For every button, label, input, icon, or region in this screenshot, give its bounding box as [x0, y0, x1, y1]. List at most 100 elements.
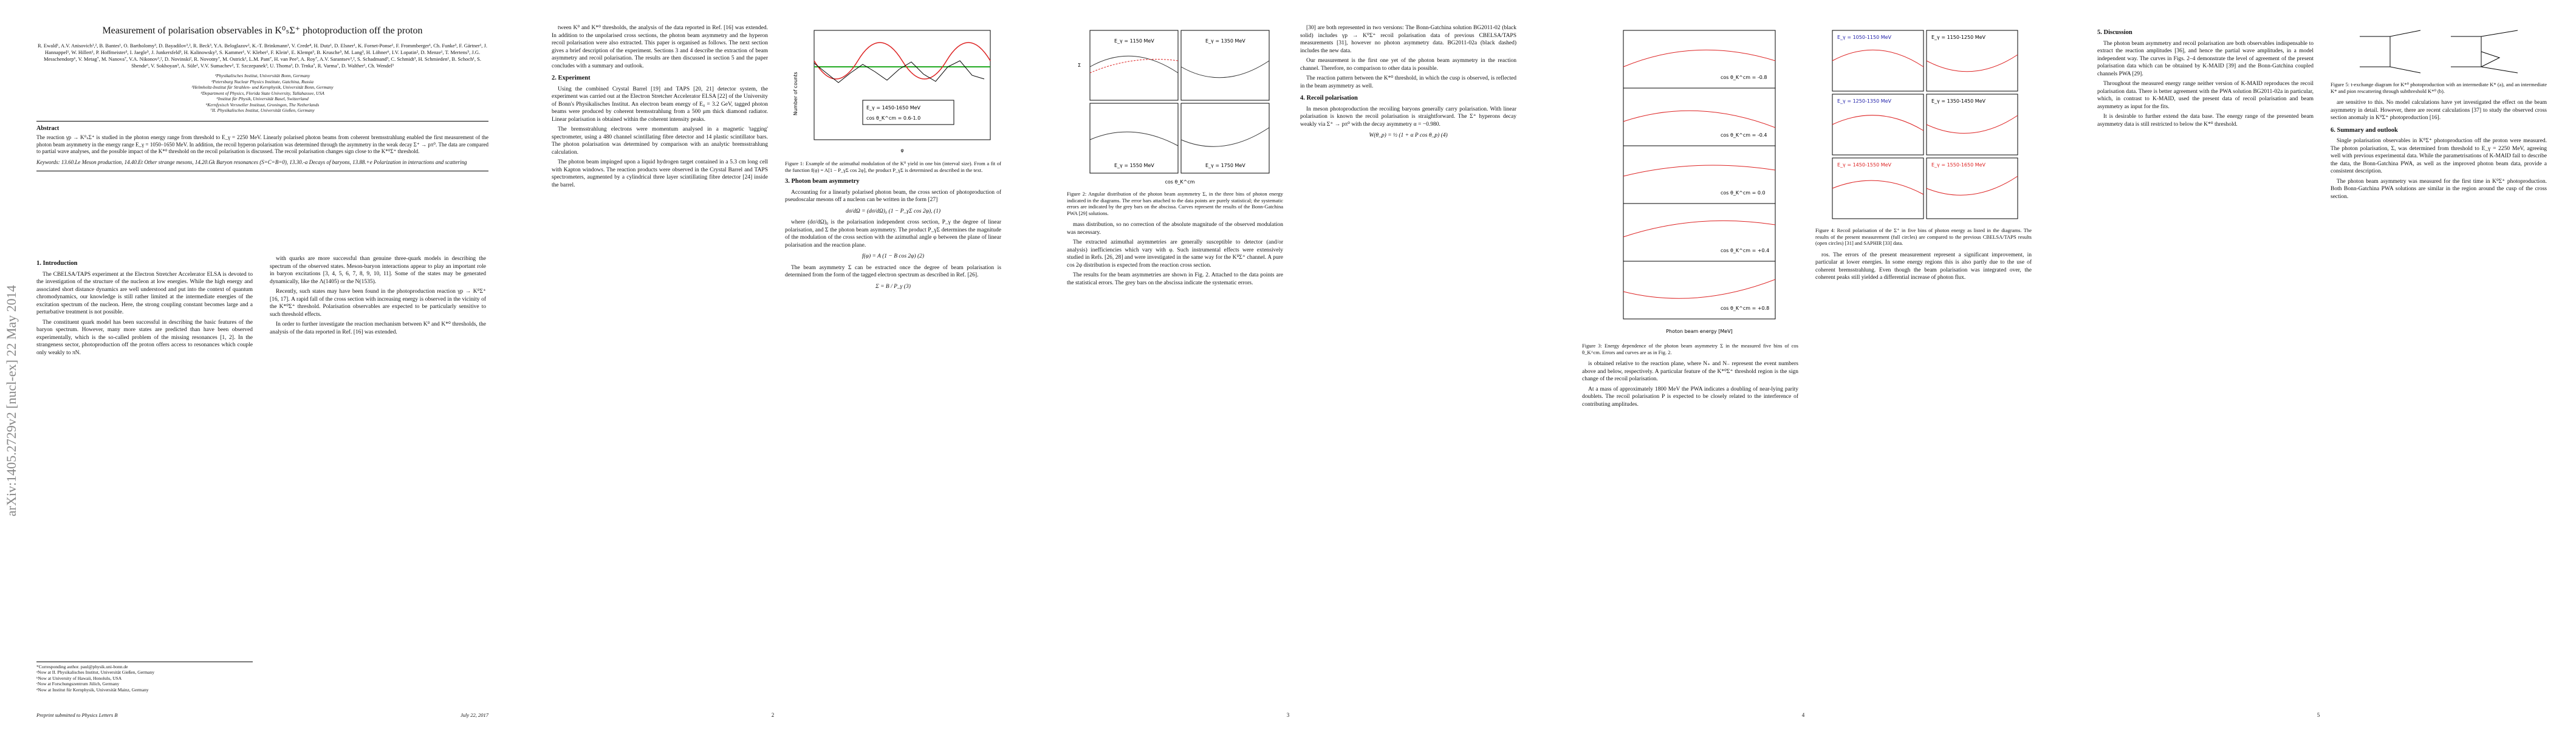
figure-shape	[1623, 220, 1776, 238]
panel-label: E_γ = 1250-1350 MeV	[1837, 98, 1892, 104]
paragraph: At a mass of approximately 1800 MeV the …	[1582, 386, 1798, 408]
paragraph: Throughout the measured energy range nei…	[2097, 81, 2314, 110]
figure-shape	[1623, 261, 1776, 320]
column: E_γ = 1450-1650 MeV cos θ_K^cm = 0.6-1.0…	[785, 24, 1001, 693]
paragraph: Using the combined Crystal Barrel [19] a…	[552, 86, 768, 123]
figure-shape	[1623, 165, 1776, 177]
curve	[1089, 59, 1179, 74]
panel-label: cos θ_K^cm = -0.4	[1721, 132, 1767, 138]
panel-label: E_γ = 1350-1450 MeV	[1931, 98, 1986, 104]
page-number: 4	[1801, 712, 1805, 718]
paragraph: are sensitive to this. No model calculat…	[2331, 100, 2547, 121]
paragraph: The reaction pattern between the K*⁰ thr…	[1300, 75, 1516, 89]
figure-caption: Figure 2: Angular distribution of the ph…	[1067, 191, 1283, 216]
column: 1. Introduction The CBELSA/TAPS experime…	[36, 255, 253, 693]
figure-shape	[2451, 30, 2518, 74]
histogram	[814, 60, 985, 83]
column: Figure 5: t-exchange diagram for K*⁰ pho…	[2331, 24, 2547, 693]
paragraph: The CBELSA/TAPS experiment at the Electr…	[36, 271, 253, 316]
figure-shape	[1832, 115, 1924, 131]
section-heading: 3. Photon beam asymmetry	[785, 178, 860, 185]
footnote: ᵇNow at University of Hawaii, Honolulu, …	[36, 675, 122, 681]
affiliation: ¹Physikalisches Institut, Universität Bo…	[214, 73, 310, 78]
footer-right: July 22, 2017	[460, 712, 488, 718]
footnote: ᵃNow at II. Physikalisches Institut, Uni…	[36, 669, 155, 675]
paragraph: tween K⁰ and K*⁰ thresholds, the analysi…	[552, 25, 768, 69]
figure-shape	[1926, 54, 2018, 72]
figure-shape	[1623, 279, 1776, 299]
frame	[814, 30, 991, 140]
curve	[1089, 131, 1179, 146]
arxiv-stamp: arXiv:1405.2729v2 [nucl-ex] 22 May 2014	[4, 285, 19, 516]
figure-caption: Figure 4: Recoil polarisation of the Σ⁺ …	[1815, 227, 2032, 246]
abstract-box: Abstract The reaction γp → K⁰ₛΣ⁺ is stud…	[36, 120, 488, 166]
paragraph: Recently, such states may have been foun…	[270, 289, 486, 318]
figure-caption: Figure 3: Energy dependence of the photo…	[1582, 343, 1798, 355]
page-number: 3	[1286, 712, 1290, 718]
paragraph: with quarks are more successful than gen…	[270, 256, 486, 285]
footnote: ᵈNow at Institut für Kernphysik, Univers…	[36, 686, 149, 693]
curve	[1089, 55, 1179, 74]
paragraph: where (dσ/dΩ)₀ is the polarisation indep…	[785, 219, 1001, 248]
column: [30] are both represented in two version…	[1300, 24, 1516, 693]
panels	[1832, 30, 2018, 219]
paragraph: The photon beam asymmetry and recoil pol…	[2097, 40, 2314, 77]
paragraph: Our measurement is the first one yet of …	[1300, 58, 1516, 72]
column: with quarks are more successful than gen…	[270, 255, 486, 693]
equation: f(φ) = A (1 − B cos 2φ) (2)	[862, 253, 925, 259]
panels	[1623, 30, 1776, 320]
section-heading: 6. Summary and outlook	[2331, 126, 2398, 134]
paragraph: ros. The errors of the present measureme…	[1815, 252, 2032, 281]
panel-label: E_γ = 1350 MeV	[1205, 38, 1245, 44]
page: 5. Discussion The photon beam asymmetry …	[2061, 0, 2576, 729]
page-number: 5	[2317, 712, 2320, 718]
affiliations: ¹Physikalisches Institut, Universität Bo…	[36, 73, 488, 114]
paragraph: In order to further investigate the reac…	[270, 321, 486, 335]
axis-label: Photon beam energy [MeV]	[1666, 329, 1733, 334]
panel-label: E_γ = 1150-1250 MeV	[1931, 35, 1986, 40]
panel-label: E_γ = 1150 MeV	[1114, 38, 1154, 44]
page-number: 2	[771, 712, 775, 718]
section-heading: 2. Experiment	[552, 75, 591, 81]
column: tween K⁰ and K*⁰ thresholds, the analysi…	[552, 24, 768, 693]
page: cos θ_K^cm = -0.8 cos θ_K^cm = -0.4 cos …	[1546, 0, 2061, 729]
section-heading: 1. Introduction	[36, 260, 78, 267]
equation: dσ/dΩ = (dσ/dΩ)₀ (1 − P_γΣ cos 2φ), (1)	[846, 208, 940, 214]
figure-4: E_γ = 1050-1150 MeV E_γ = 1150-1250 MeV …	[1832, 30, 2018, 219]
panel-label: cos θ_K^cm = -0.8	[1721, 75, 1767, 80]
paragraph: The beam asymmetry Σ can be extracted on…	[785, 264, 1001, 279]
column: E_γ = 1050-1150 MeV E_γ = 1150-1250 MeV …	[1815, 24, 2032, 693]
figure-3: cos θ_K^cm = -0.8 cos θ_K^cm = -0.4 cos …	[1623, 30, 1776, 334]
paragraph: The photon beam asymmetry was measured f…	[2331, 178, 2547, 200]
paragraph: Single polarisation observables in K⁰Σ⁺ …	[2331, 138, 2547, 174]
affiliation: ⁶Kernfysisch Versneller Instituut, Groni…	[205, 101, 320, 108]
paragraph: is obtained relative to the reaction pla…	[1582, 361, 1798, 382]
fit-curve	[814, 42, 991, 80]
paragraph: The bremsstrahlung electrons were moment…	[552, 126, 768, 156]
page: E_γ = 1150 MeV E_γ = 1350 MeV E_γ = 1550…	[1030, 0, 1546, 729]
abstract-heading: Abstract	[36, 125, 60, 132]
affiliation: ⁴Department of Physics, Florida State Un…	[200, 90, 324, 96]
section-heading: 5. Discussion	[2097, 29, 2132, 36]
figure-1: E_γ = 1450-1650 MeV cos θ_K^cm = 0.6-1.0…	[793, 30, 991, 153]
page: Measurement of polarisation observables …	[0, 0, 515, 729]
panel-label: cos θ_K^cm = 0.0	[1721, 190, 1766, 196]
panel-label: E_γ = 1550 MeV	[1114, 163, 1154, 168]
figure-label: E_γ = 1450-1650 MeV	[866, 105, 921, 111]
panel	[1180, 30, 1270, 101]
column: E_γ = 1150 MeV E_γ = 1350 MeV E_γ = 1550…	[1067, 24, 1283, 693]
figure-shape	[1623, 110, 1776, 128]
axis-label: Σ	[1078, 63, 1081, 68]
paragraph: The results for the beam asymmetries are…	[1067, 272, 1283, 286]
panel-label: E_γ = 1750 MeV	[1205, 163, 1245, 168]
panels	[1089, 30, 1270, 174]
figure-shape	[1926, 115, 2018, 134]
front-matter: Measurement of polarisation observables …	[36, 24, 488, 171]
panel-label: cos θ_K^cm = +0.4	[1721, 248, 1769, 253]
title: Measurement of polarisation observables …	[102, 26, 423, 36]
figure-shape	[2360, 30, 2421, 74]
figure-shape	[1832, 180, 1924, 195]
authors: R. Ewald¹, A.V. Anisovich¹,², B. Bantes¹…	[38, 43, 487, 69]
figure-shape	[1832, 49, 1924, 67]
